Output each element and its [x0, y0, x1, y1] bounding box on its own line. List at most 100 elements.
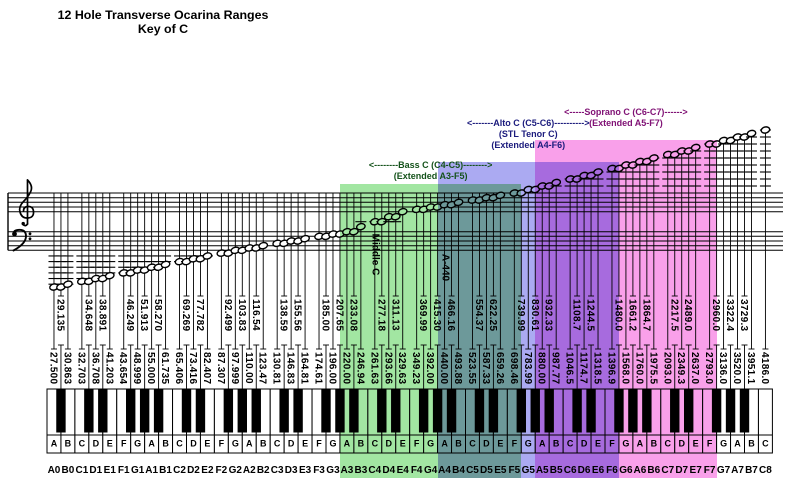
key-letter-B2: B: [260, 439, 267, 449]
title-line-1: 12 Hole Transverse Ocarina Ranges: [57, 8, 269, 22]
piano-key-D#2: [195, 388, 206, 433]
octave-label-B2: B2: [257, 465, 270, 476]
piano-key-F#2: [223, 388, 234, 433]
notehead-C8: [760, 126, 771, 134]
key-letter-C8: C: [762, 439, 769, 449]
octave-label-E3: E3: [299, 465, 312, 476]
key-letter-C1: C: [79, 439, 86, 449]
note-column-A2: [244, 193, 255, 350]
bass-clef-icon: [12, 228, 32, 252]
freq-label-A1: 55.000: [145, 352, 156, 385]
octave-label-B0: B0: [62, 465, 75, 476]
freq-label-C8: 4186.0: [759, 352, 770, 385]
piano-key-C#3: [279, 388, 289, 433]
freq-label-D#2: 77.782: [194, 299, 205, 332]
key-letter-G1: G: [134, 439, 141, 449]
piano-key-D#1: [98, 388, 108, 433]
freq-label-F#1: 46.249: [124, 299, 135, 332]
freq-label-D2: 73.416: [187, 352, 198, 385]
notehead-E2: [202, 252, 213, 260]
freq-label-D#3: 155.56: [292, 299, 303, 332]
key-letter-D2: D: [190, 439, 197, 449]
octave-label-G7: G7: [717, 465, 731, 476]
key-letter-E3: E: [302, 439, 308, 449]
soprano-range-label: <-----Soprano C (C6-C7)------> (Extended…: [516, 107, 736, 129]
freq-label-G2: 97.999: [229, 352, 240, 385]
freq-label-F#3: 185.00: [320, 299, 331, 332]
freq-label-F1: 43.654: [117, 352, 128, 385]
middle-c-annotation: Middle C: [369, 233, 381, 276]
piano-key-A#1: [153, 388, 164, 433]
freq-label-A#7: 3729.3: [738, 299, 749, 332]
freq-label-A#1: 58.270: [152, 299, 163, 332]
octave-label-G3: G3: [326, 465, 340, 476]
key-letter-A2: A: [246, 439, 253, 449]
note-column-F3: [314, 193, 324, 350]
note-column-C8: [759, 126, 771, 350]
notehead-B2: [258, 241, 269, 250]
note-column-E2: [201, 193, 213, 350]
freq-label-C3: 130.81: [271, 352, 282, 385]
piano-key-G#1: [139, 388, 150, 433]
octave-label-C3: C3: [271, 465, 284, 476]
key-letter-E1: E: [107, 439, 113, 449]
bass-range-label: <--------Bass C (C4-C5)--------> (Extend…: [321, 160, 541, 182]
notehead-B1: [160, 260, 171, 269]
octave-label-E2: E2: [201, 465, 214, 476]
freq-label-G#7: 3322.4: [724, 299, 735, 332]
key-letter-F1: F: [121, 439, 127, 449]
key-letter-B1: B: [162, 439, 169, 449]
freq-label-B1: 61.735: [159, 352, 170, 385]
piano-key-F#3: [321, 388, 331, 433]
freq-label-D3: 146.83: [285, 352, 296, 385]
octave-label-D3: D3: [285, 465, 298, 476]
key-letter-B7: B: [748, 439, 755, 449]
note-column-E1: [104, 193, 116, 350]
freq-label-A7: 3520.0: [731, 352, 742, 385]
piano-key-G#7: [725, 388, 736, 433]
note-column-D#1: [97, 193, 109, 389]
note-column-A#2: [251, 193, 262, 389]
freq-label-B7: 3951.1: [745, 352, 756, 385]
freq-label-C2: 65.406: [173, 352, 184, 385]
freq-label-F2: 87.307: [215, 352, 226, 385]
freq-label-A#0: 29.135: [54, 299, 65, 332]
alto-range-arrow-text: <-------Alto C (C5-C6)---------->: [467, 118, 590, 128]
piano-key-C#2: [181, 388, 192, 433]
freq-label-G#1: 51.913: [138, 299, 149, 332]
piano-key-C#1: [84, 388, 94, 433]
notehead-B0: [62, 280, 73, 288]
freq-label-G#3: 207.65: [333, 299, 344, 332]
freq-label-A#2: 116.54: [250, 299, 261, 331]
octave-label-F1: F1: [118, 465, 130, 476]
freq-label-F#2: 92.499: [222, 299, 233, 332]
freq-label-G3: 196.00: [326, 352, 337, 385]
octave-label-D1: D1: [89, 465, 102, 476]
octave-label-A0: A0: [48, 465, 61, 476]
key-letter-F2: F: [219, 439, 225, 449]
note-column-E3: [300, 193, 311, 350]
treble-clef-icon: [18, 179, 35, 227]
freq-label-G1: 48.999: [131, 352, 142, 385]
freq-label-E2: 82.407: [201, 352, 212, 385]
key-letter-E2: E: [204, 439, 210, 449]
note-column-B1: [160, 193, 172, 350]
note-column-B0: [62, 193, 74, 350]
freq-label-C#1: 34.648: [82, 299, 93, 332]
key-letter-C3: C: [274, 439, 281, 449]
bass-range-extended-text: (Extended A3-F5): [393, 170, 468, 181]
piano-key-G#2: [237, 388, 248, 433]
alto-range-label: <-------Alto C (C5-C6)----------> (STL T…: [418, 118, 638, 151]
freq-label-B2: 123.47: [257, 352, 268, 385]
freq-label-A2: 110.00: [243, 352, 254, 384]
octave-label-B7: B7: [745, 465, 758, 476]
key-letter-D3: D: [288, 439, 295, 449]
title-line-2: Key of C: [137, 22, 189, 37]
freq-label-G7: 3136.0: [717, 352, 728, 385]
page-title: 12 Hole Transverse Ocarina Ranges Key of…: [55, 8, 271, 37]
notehead-B7: [746, 129, 757, 138]
freq-label-C1: 32.703: [75, 352, 86, 385]
octave-label-E1: E1: [104, 465, 117, 476]
key-letter-D1: D: [93, 439, 100, 449]
soprano-range-arrow-text: <-----Soprano C (C6-C7)------>: [564, 107, 688, 117]
